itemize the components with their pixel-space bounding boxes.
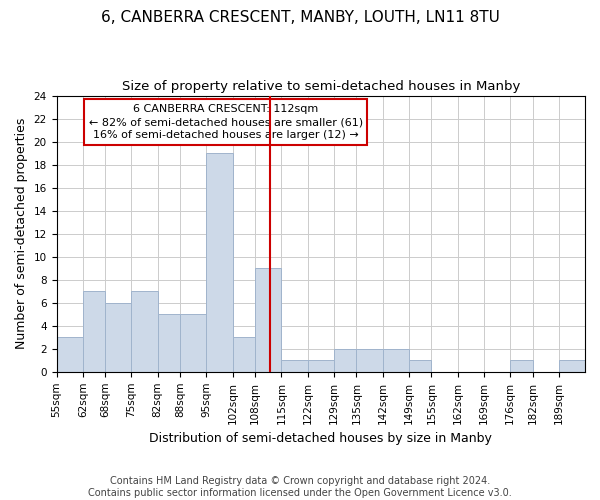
Text: 6, CANBERRA CRESCENT, MANBY, LOUTH, LN11 8TU: 6, CANBERRA CRESCENT, MANBY, LOUTH, LN11…: [101, 10, 499, 25]
Bar: [559, 360, 585, 372]
Bar: [255, 268, 281, 372]
Bar: [356, 349, 383, 372]
Bar: [383, 349, 409, 372]
X-axis label: Distribution of semi-detached houses by size in Manby: Distribution of semi-detached houses by …: [149, 432, 492, 445]
Title: Size of property relative to semi-detached houses in Manby: Size of property relative to semi-detach…: [122, 80, 520, 93]
Bar: [510, 360, 533, 372]
Bar: [233, 338, 255, 372]
Text: 6 CANBERRA CRESCENT: 112sqm
← 82% of semi-detached houses are smaller (61)
16% o: 6 CANBERRA CRESCENT: 112sqm ← 82% of sem…: [89, 104, 363, 140]
Bar: [334, 349, 356, 372]
Bar: [56, 338, 83, 372]
Bar: [131, 291, 158, 372]
Bar: [409, 360, 431, 372]
Bar: [105, 303, 131, 372]
Bar: [281, 360, 308, 372]
Bar: [308, 360, 334, 372]
Bar: [83, 291, 105, 372]
Y-axis label: Number of semi-detached properties: Number of semi-detached properties: [15, 118, 28, 350]
Bar: [158, 314, 180, 372]
Bar: [180, 314, 206, 372]
Bar: [206, 153, 233, 372]
Text: Contains HM Land Registry data © Crown copyright and database right 2024.
Contai: Contains HM Land Registry data © Crown c…: [88, 476, 512, 498]
